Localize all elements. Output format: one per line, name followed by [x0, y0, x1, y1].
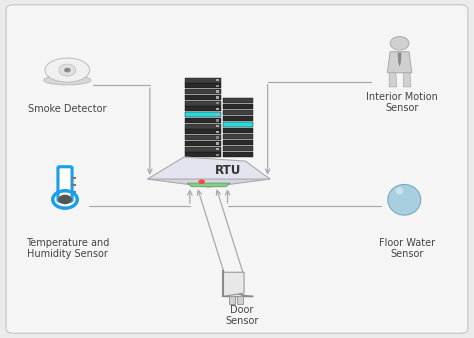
Polygon shape [403, 73, 411, 87]
Polygon shape [185, 101, 220, 105]
FancyBboxPatch shape [6, 5, 468, 333]
Bar [216, 130, 219, 133]
Circle shape [58, 195, 72, 204]
Polygon shape [185, 89, 220, 94]
Bar [216, 79, 219, 81]
Polygon shape [397, 49, 402, 52]
Polygon shape [185, 152, 220, 157]
Polygon shape [147, 157, 270, 179]
Polygon shape [223, 104, 254, 109]
Polygon shape [185, 83, 220, 88]
Polygon shape [223, 140, 254, 145]
Bar [216, 102, 219, 104]
Text: Temperature and
Humidity Sensor: Temperature and Humidity Sensor [26, 238, 109, 259]
Bar [216, 136, 219, 139]
Bar [216, 107, 219, 110]
Text: RTU: RTU [214, 164, 241, 177]
Polygon shape [187, 183, 230, 187]
Polygon shape [398, 53, 401, 67]
Polygon shape [223, 122, 254, 127]
Polygon shape [185, 106, 220, 111]
FancyBboxPatch shape [237, 296, 243, 304]
Polygon shape [223, 134, 254, 139]
Text: Smoke Detector: Smoke Detector [28, 104, 107, 114]
Bar [216, 90, 219, 93]
Circle shape [198, 179, 205, 184]
Bar [216, 119, 219, 122]
Polygon shape [223, 110, 254, 115]
Polygon shape [223, 272, 244, 296]
Bar [216, 125, 219, 127]
Polygon shape [387, 52, 412, 73]
Polygon shape [185, 95, 220, 100]
Polygon shape [185, 124, 220, 128]
FancyBboxPatch shape [229, 296, 235, 304]
Polygon shape [185, 135, 220, 140]
Bar [216, 148, 219, 150]
Circle shape [390, 37, 409, 50]
Polygon shape [185, 112, 220, 117]
Ellipse shape [45, 58, 90, 82]
Polygon shape [147, 171, 270, 187]
Polygon shape [388, 185, 421, 215]
Ellipse shape [396, 187, 403, 194]
Polygon shape [223, 146, 254, 151]
Polygon shape [185, 78, 220, 82]
Polygon shape [223, 116, 254, 121]
Text: Floor Water
Sensor: Floor Water Sensor [379, 238, 435, 259]
Polygon shape [223, 98, 254, 103]
Bar [216, 113, 219, 116]
Bar [216, 96, 219, 99]
Text: Door
Sensor: Door Sensor [225, 305, 258, 327]
Polygon shape [389, 73, 397, 87]
Circle shape [59, 64, 76, 76]
Polygon shape [185, 129, 220, 134]
Polygon shape [223, 128, 254, 133]
FancyBboxPatch shape [60, 169, 70, 201]
Text: Interior Motion
Sensor: Interior Motion Sensor [366, 92, 438, 114]
Polygon shape [223, 152, 254, 157]
Polygon shape [185, 118, 220, 123]
Polygon shape [185, 147, 220, 151]
Circle shape [64, 68, 71, 72]
Circle shape [53, 191, 77, 208]
Bar [216, 84, 219, 87]
Bar [216, 142, 219, 145]
Polygon shape [185, 141, 220, 146]
Ellipse shape [44, 75, 91, 85]
Bar [216, 153, 219, 156]
